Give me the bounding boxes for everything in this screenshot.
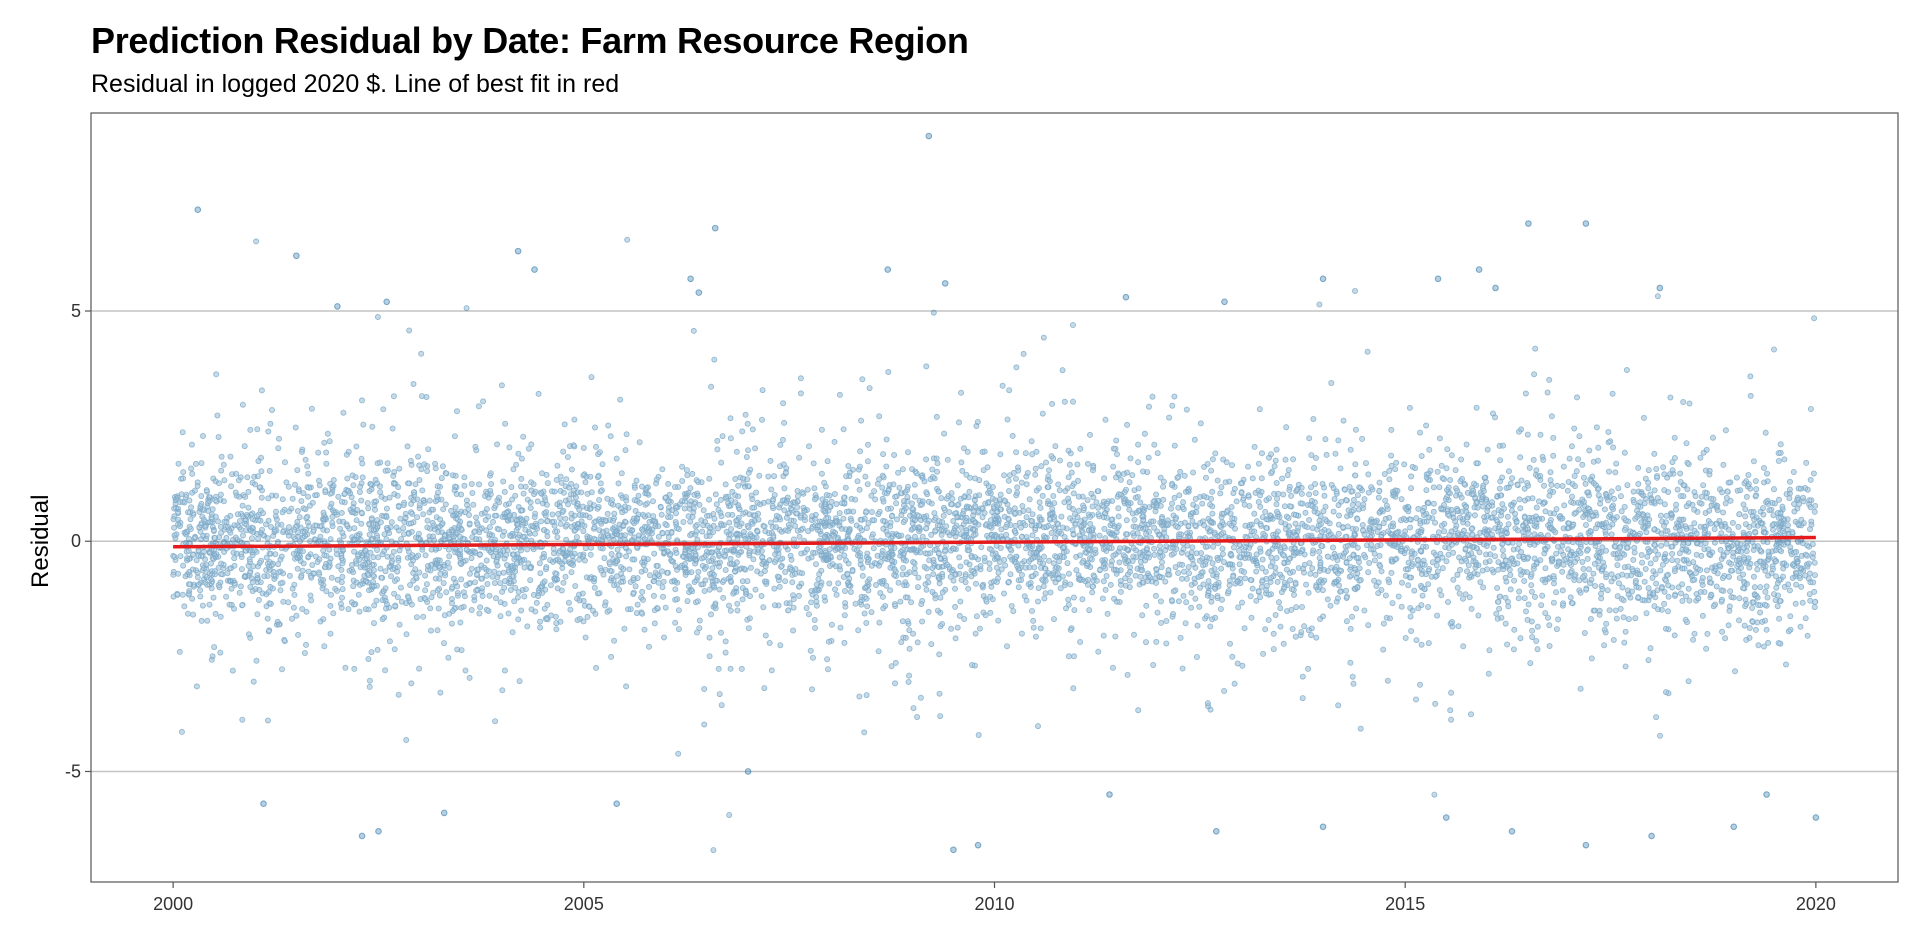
scatter-point bbox=[1526, 221, 1532, 227]
scatter-point bbox=[1649, 833, 1655, 839]
y-tick-label: -5 bbox=[65, 761, 81, 781]
scatter-point bbox=[294, 253, 300, 259]
x-tick-label: 2010 bbox=[974, 894, 1014, 914]
scatter-point bbox=[1320, 276, 1326, 282]
scatter-point bbox=[1764, 792, 1770, 798]
scatter-point bbox=[688, 276, 694, 282]
x-tick-label: 2020 bbox=[1796, 894, 1836, 914]
scatter-point bbox=[376, 829, 382, 835]
scatter-point bbox=[1657, 285, 1663, 291]
scatter-point bbox=[1583, 221, 1589, 227]
scatter-point bbox=[335, 304, 341, 310]
scatter-point bbox=[1443, 815, 1449, 821]
scatter-point bbox=[712, 225, 718, 231]
scatter-point bbox=[696, 290, 702, 296]
scatter-point bbox=[885, 267, 891, 273]
scatter-point bbox=[1476, 267, 1482, 273]
scatter-point bbox=[1213, 829, 1219, 835]
scatter-point bbox=[1320, 824, 1326, 830]
scatter-point bbox=[441, 810, 447, 816]
scatter-point bbox=[1583, 842, 1589, 848]
y-axis-label: Residual bbox=[27, 495, 54, 588]
scatter-point bbox=[951, 847, 957, 853]
y-tick-label: 5 bbox=[71, 301, 81, 321]
scatter-point bbox=[1107, 792, 1113, 798]
x-tick-label: 2005 bbox=[564, 894, 604, 914]
scatter-point bbox=[942, 281, 948, 287]
scatter-point bbox=[195, 207, 201, 213]
scatter-point bbox=[1435, 276, 1441, 282]
scatter-point bbox=[515, 248, 521, 254]
scatter-point bbox=[614, 801, 620, 807]
scatter-point bbox=[1222, 299, 1228, 305]
x-tick-label: 2015 bbox=[1385, 894, 1425, 914]
scatter-point bbox=[975, 842, 981, 848]
scatter-point bbox=[1493, 285, 1499, 291]
scatter-point bbox=[1813, 815, 1819, 821]
scatter-point bbox=[384, 299, 390, 305]
y-tick-label: 0 bbox=[71, 531, 81, 551]
scatter-point bbox=[1731, 824, 1737, 830]
scatter-point bbox=[359, 833, 365, 839]
x-tick-label: 2000 bbox=[153, 894, 193, 914]
scatter-point bbox=[532, 267, 538, 273]
scatter-point bbox=[1123, 294, 1129, 300]
scatter-point bbox=[261, 801, 267, 807]
scatter-point bbox=[745, 769, 751, 775]
scatter-point bbox=[926, 133, 932, 139]
scatter-point bbox=[1509, 829, 1515, 835]
